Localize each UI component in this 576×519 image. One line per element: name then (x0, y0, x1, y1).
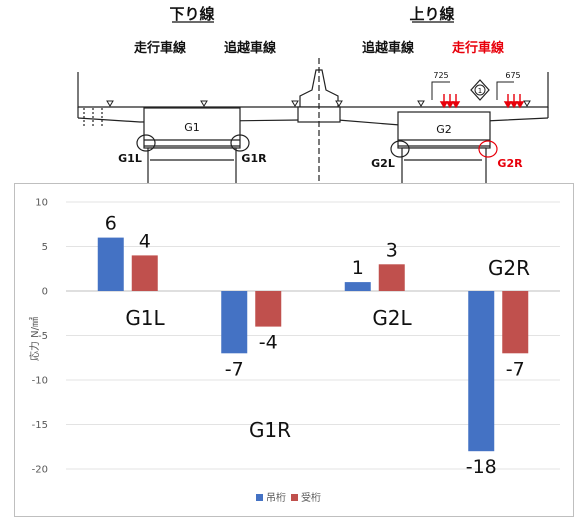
bearing-circles (136, 134, 498, 158)
girder-label-g1: G1 (184, 121, 200, 134)
data-label: -7 (225, 358, 244, 380)
y-tick-label: 0 (42, 287, 48, 298)
girder-label-g2: G2 (436, 123, 452, 136)
data-label: -4 (259, 332, 278, 354)
bearing-label-g1l: G1L (118, 152, 142, 165)
wheel-load-arrows (439, 94, 525, 109)
data-label: 1 (352, 257, 364, 279)
data-label: 6 (105, 213, 117, 235)
legend: 吊桁 受桁 (256, 491, 321, 504)
category-label: G2L (372, 306, 412, 330)
lane-label-up-passing: 追越車線 (362, 40, 415, 56)
girder-g2 (397, 111, 491, 186)
dimension-right: 675 (505, 71, 520, 80)
bar (255, 291, 282, 327)
y-tick-label: 5 (42, 242, 48, 253)
data-label: -7 (506, 358, 525, 380)
data-label: 3 (386, 239, 398, 261)
bar (502, 291, 529, 354)
y-axis-label: 応力 N/㎟ (28, 317, 41, 361)
category-label: G2R (488, 256, 530, 280)
load-case-marker (470, 79, 490, 101)
lane-label-down-running: 走行車線 (134, 40, 187, 56)
bearing-label-g1r: G1R (241, 152, 267, 165)
category-label: G1R (249, 418, 291, 442)
downline-title: 下り線 (169, 5, 214, 23)
girder-g1 (143, 107, 241, 186)
bar (131, 255, 158, 291)
lane-label-up-running: 走行車線 (452, 40, 505, 56)
data-label: 4 (139, 230, 151, 252)
legend-label-receiving: 受桁 (301, 491, 321, 504)
bar (97, 237, 124, 291)
y-tick-label: -5 (38, 331, 48, 342)
road-markers (106, 100, 531, 107)
bar (221, 291, 248, 354)
upline-title: 上り線 (409, 5, 454, 23)
load-case-number: 1 (478, 87, 482, 95)
dimension-left: 725 (433, 71, 448, 80)
y-tick-label: -10 (32, 376, 48, 387)
lane-label-down-passing: 追越車線 (224, 40, 277, 56)
legend-swatch-suspended (256, 494, 263, 501)
data-label: -18 (466, 456, 497, 478)
y-tick-label: 10 (35, 198, 48, 209)
bridge-cross-section-diagram: 下り線 上り線 走行車線 追越車線 追越車線 走行車線 (77, 5, 549, 186)
bar (344, 282, 371, 291)
legend-swatch-receiving (291, 494, 298, 501)
bar (468, 291, 495, 452)
y-tick-label: -15 (32, 420, 48, 431)
bearing-label-g2r: G2R (497, 157, 523, 170)
dimension-lines (431, 81, 514, 100)
legend-label-suspended: 吊桁 (266, 491, 286, 504)
bar (378, 264, 405, 291)
category-label: G1L (125, 306, 165, 330)
y-tick-label: -20 (32, 465, 48, 476)
bearing-label-g2l: G2L (371, 157, 395, 170)
